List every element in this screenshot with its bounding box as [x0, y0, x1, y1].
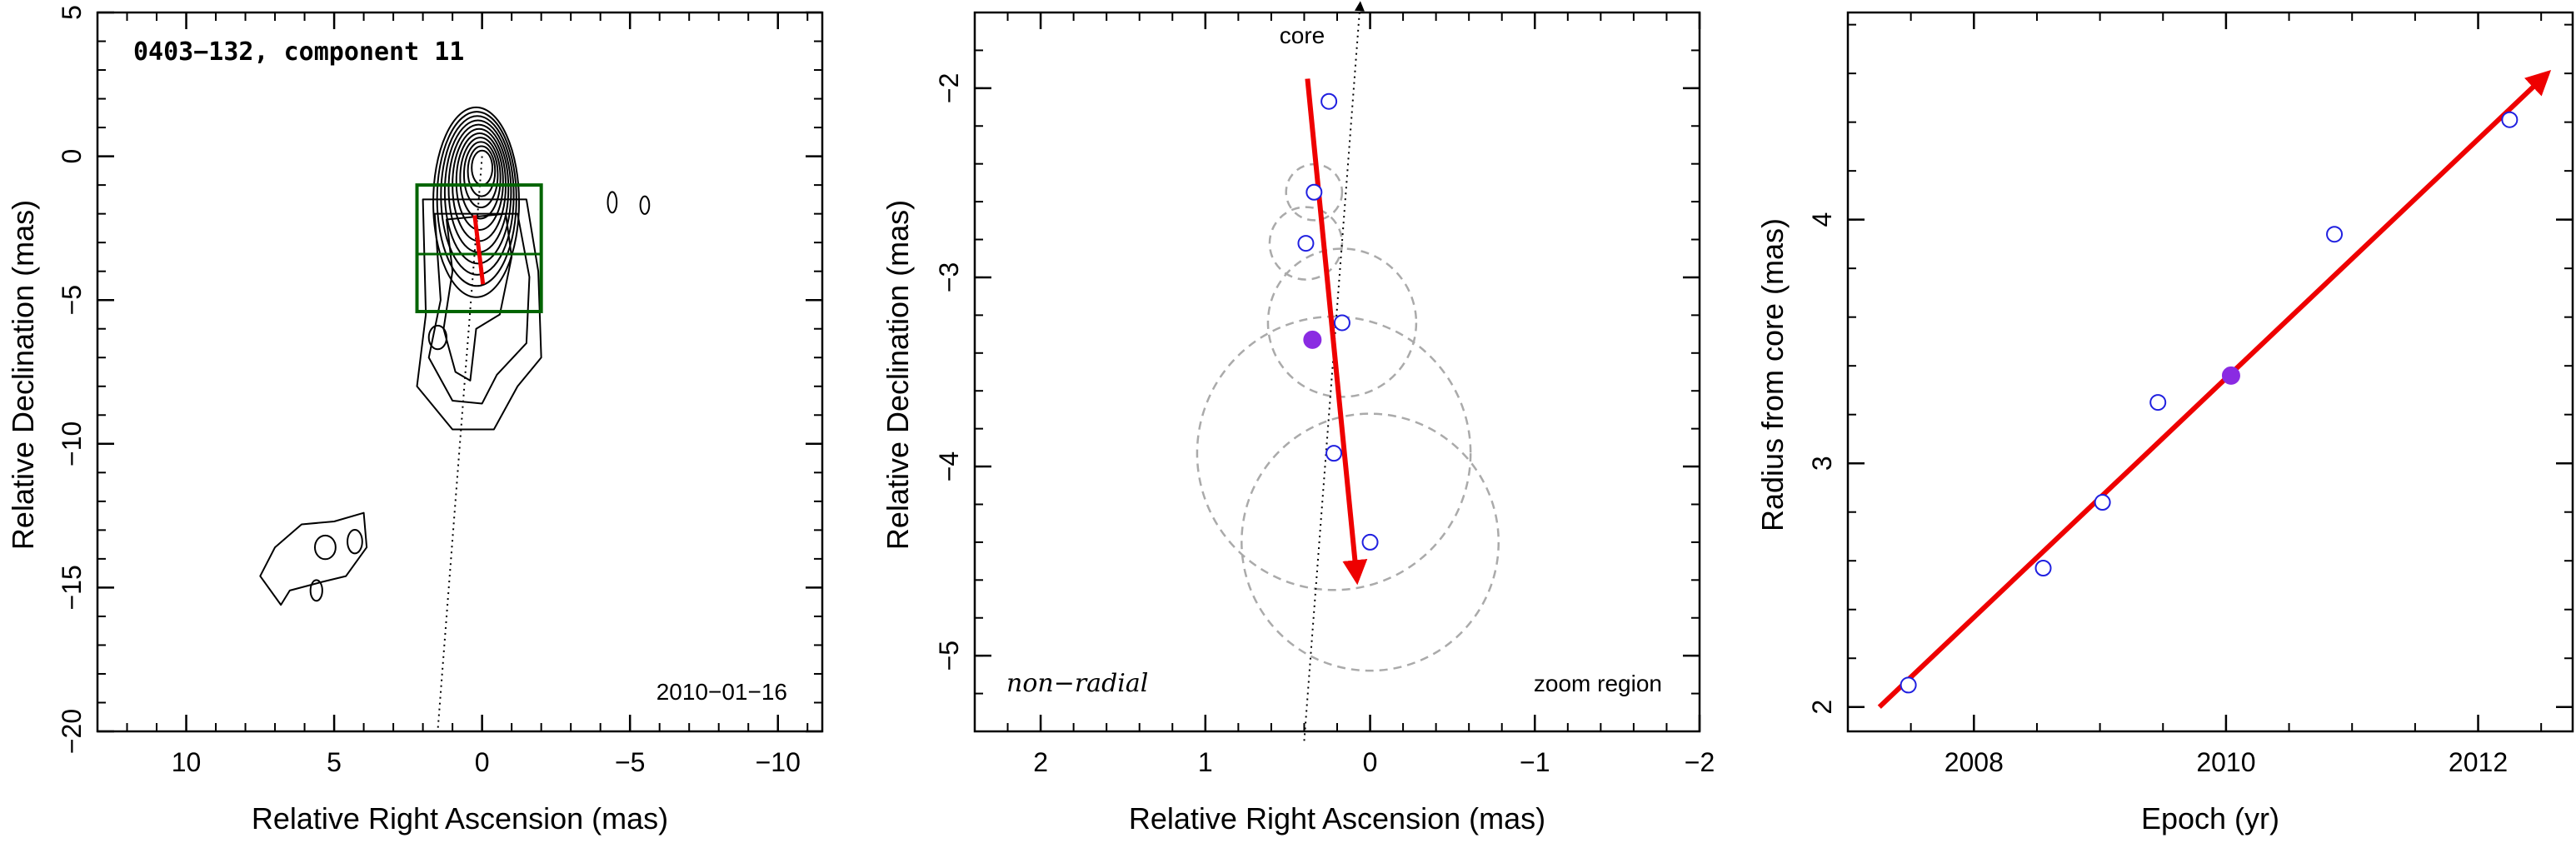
blob-contour	[347, 528, 363, 555]
isolated-contour	[607, 191, 618, 214]
plot-title: 0403−132, component 11	[133, 37, 464, 67]
y-axis-title: Relative Declination (mas)	[881, 200, 915, 550]
x-tick-label: 0	[475, 747, 490, 777]
y-tick-label: −5	[57, 285, 87, 315]
non-radial-label: non−radial	[1006, 669, 1148, 698]
jet-contour	[442, 212, 513, 382]
contour-level	[459, 137, 502, 220]
contour-level	[432, 106, 521, 298]
x-tick-label: 1	[1198, 747, 1213, 777]
core-label: core	[1280, 22, 1325, 48]
data-point	[2501, 111, 2519, 128]
y-tick-label: −20	[57, 709, 87, 754]
y-tick-label: −4	[934, 451, 964, 481]
y-tick-label: 5	[57, 5, 87, 20]
zoom-box	[415, 183, 543, 314]
panel-zoom-region: 2 1 0 −1 −2 −2 −3 −4 −5 core non−radial zoom reg…	[881, 1, 1715, 836]
contour-level	[467, 145, 497, 197]
contour-level	[471, 149, 494, 187]
y-tick-label: −3	[934, 262, 964, 292]
data-point	[2149, 394, 2167, 412]
x-tick-label: 10	[172, 747, 202, 777]
blob-contour	[259, 511, 368, 606]
panel3-ticks: 2008 2010 2012 2 3 4	[1807, 12, 2573, 777]
contour-map	[259, 106, 651, 606]
panel1-ticks: 10 5 0 −5 −10 5 0 −5 −10 −15 −20	[57, 5, 822, 777]
motion-arrow	[1305, 78, 1368, 586]
x-tick-label: 0	[1363, 747, 1378, 777]
data-point	[1900, 676, 1917, 694]
y-tick-label: 2	[1807, 700, 1837, 715]
jet-contour	[427, 212, 531, 405]
x-tick-label: 2008	[1944, 747, 2004, 777]
x-tick-label: −5	[615, 747, 645, 777]
plot-frame	[1846, 11, 2574, 733]
contour-level	[455, 132, 504, 231]
contour-level	[440, 115, 515, 276]
y-tick-label: 3	[1807, 456, 1837, 471]
component-position-current	[1303, 330, 1322, 349]
component-position	[1297, 235, 1315, 252]
y-tick-label: −15	[57, 565, 87, 610]
x-tick-label: −1	[1520, 747, 1550, 777]
blob-contour	[314, 534, 337, 561]
panel2-ticks: 2 1 0 −1 −2 −2 −3 −4 −5	[934, 12, 1715, 777]
component-position	[1325, 445, 1343, 462]
data-point	[2326, 226, 2344, 243]
component-size-circle	[1268, 206, 1344, 281]
jet-axis-line	[437, 156, 483, 732]
contour-level	[462, 141, 499, 209]
data-point	[2034, 559, 2052, 576]
y-tick-label: −5	[934, 641, 964, 671]
panel-radius-vs-epoch: 2008 2010 2012 2 3 4 Epoch (yr) Radius from c…	[1755, 11, 2574, 836]
linear-fit-arrow	[1877, 70, 2552, 709]
component-size-circle	[1196, 315, 1472, 591]
component-position	[1320, 92, 1338, 110]
isolated-contour	[639, 195, 651, 215]
data-point-current	[2221, 366, 2240, 385]
jet-contour	[416, 198, 542, 431]
blob-contour	[309, 579, 323, 602]
x-tick-label: 2012	[2449, 747, 2508, 777]
x-tick-label: 2	[1033, 747, 1048, 777]
x-tick-label: −2	[1685, 747, 1715, 777]
core-direction-line	[1303, 1, 1365, 741]
x-tick-label: 5	[327, 747, 342, 777]
x-axis-title: Relative Right Ascension (mas)	[252, 801, 668, 836]
component-size-circle	[1241, 412, 1500, 672]
zoom-region-label: zoom region	[1534, 671, 1662, 696]
contour-level	[443, 119, 512, 265]
y-tick-label: −10	[57, 422, 87, 466]
component-size-circle	[1266, 247, 1418, 398]
plot-frame	[96, 11, 824, 733]
radius-epoch-content	[1877, 70, 2552, 709]
x-tick-label: −10	[756, 747, 801, 777]
motion-arrow	[472, 215, 486, 285]
x-axis-title: Epoch (yr)	[2141, 801, 2279, 836]
component-position	[1333, 314, 1350, 332]
epoch-date-label: 2010−01−16	[656, 679, 787, 705]
isolated-contour	[427, 324, 448, 351]
y-tick-label: −2	[934, 73, 964, 103]
y-axis-title: Radius from core (mas)	[1755, 218, 1790, 531]
data-point	[2094, 494, 2111, 511]
y-tick-label: 0	[57, 149, 87, 164]
x-tick-label: 2010	[2196, 747, 2255, 777]
panel-contour-map: 10 5 0 −5 −10 5 0 −5 −10 −15 −20 0403−132, compone…	[6, 5, 824, 836]
y-axis-title: Relative Declination (mas)	[6, 200, 40, 550]
component-position	[1361, 533, 1379, 551]
panel1-overlays	[415, 156, 543, 732]
zoom-content	[1196, 1, 1500, 741]
component-position	[1305, 183, 1323, 201]
y-tick-label: 4	[1807, 212, 1837, 227]
x-axis-title: Relative Right Ascension (mas)	[1129, 801, 1545, 836]
